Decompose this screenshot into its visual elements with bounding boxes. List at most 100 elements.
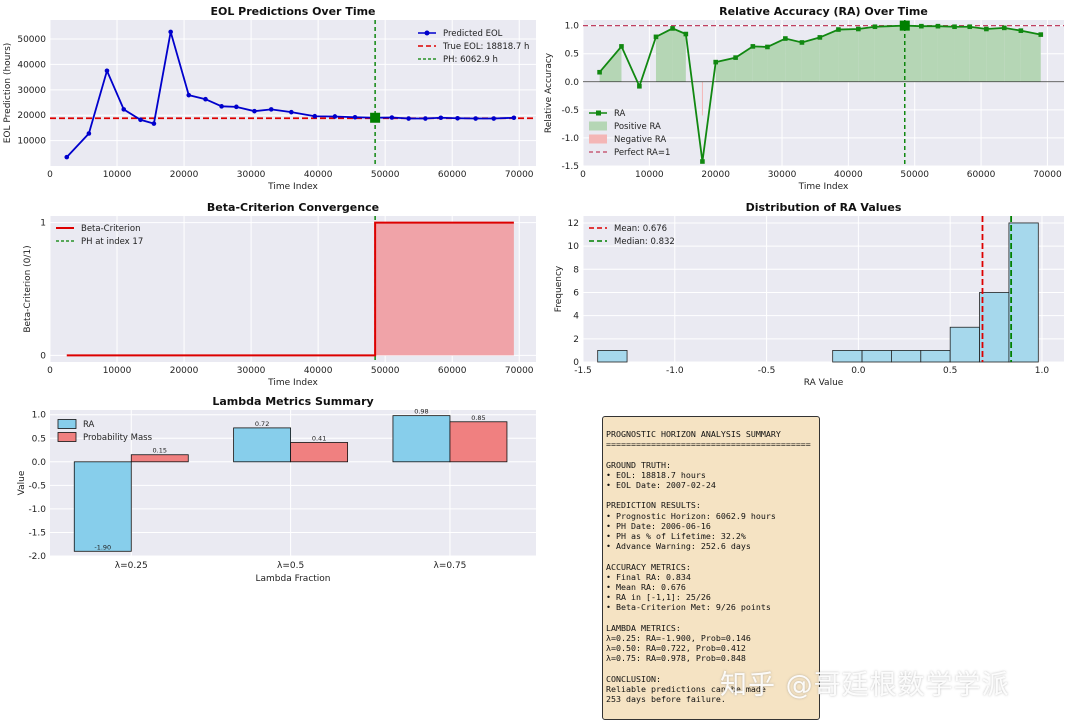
- lambda-legend-swatch: [57, 432, 77, 442]
- chart-hist: -1.5 -1.0 -0.5 0.0 0.5 1.0 0 2 4 6 8 10 12 Distributi…: [554, 201, 1064, 388]
- ra-point: [872, 24, 878, 30]
- eol-y-tick-label: 10000: [17, 137, 46, 147]
- eol-point: [86, 131, 92, 136]
- eol-point: [511, 115, 517, 121]
- hist-legend-label: Mean: 0.676: [614, 224, 667, 234]
- hist-ylabel: Frequency: [554, 265, 564, 312]
- ra-point: [733, 55, 738, 60]
- eol-point: [151, 121, 157, 126]
- lambda-xlabel: Lambda Fraction: [255, 574, 330, 584]
- lambda-bar-value-label: 0.98: [414, 408, 428, 416]
- ra-point: [1038, 32, 1044, 37]
- lambda-bar-ra: [233, 427, 292, 463]
- beta-title: Beta-Criterion Convergence: [207, 201, 379, 214]
- beta-x-tick-label: 60000: [438, 366, 467, 376]
- eol-point: [252, 108, 257, 114]
- beta-y-tick-label: 1: [40, 219, 46, 229]
- eol-x-tick-label: 0: [47, 170, 53, 180]
- ra-point: [967, 24, 973, 30]
- eol-y-tick-label: 40000: [17, 60, 46, 70]
- hist-y-tick-label: 0: [573, 358, 579, 368]
- lambda-legend: RA Probability Mass: [57, 419, 153, 443]
- eol-point: [268, 107, 274, 112]
- histogram-bar: [920, 350, 951, 363]
- lambda-bar-value-label: 0.41: [312, 434, 326, 442]
- ra-point: [817, 35, 823, 40]
- positive-ra-fill: [715, 57, 736, 82]
- chart-beta: 0 10000 20000 30000 40000 50000 60000 70000 0 1 Be…: [23, 201, 536, 388]
- ra-x-tick-label: 0: [580, 170, 586, 180]
- positive-ra-fill: [785, 38, 802, 82]
- histogram-bar: [832, 350, 863, 363]
- beta-x-tick-label: 20000: [170, 366, 199, 376]
- eol-x-tick-label: 10000: [103, 170, 132, 180]
- hist-x-tick-label: 1.0: [1035, 366, 1050, 376]
- histogram-bar: [1008, 222, 1039, 363]
- hist-legend: Mean: 0.676 Median: 0.832: [589, 224, 675, 247]
- eol-point: [406, 116, 411, 121]
- ra-legend-label: Positive RA: [614, 122, 661, 132]
- beta-legend: Beta-Criterion PH at index 17: [56, 224, 143, 247]
- positive-ra-fill: [921, 26, 938, 82]
- ra-legend-marker: [596, 110, 601, 116]
- ra-y-tick-label: -1.0: [561, 134, 579, 144]
- hist-y-tick-label: 8: [573, 265, 579, 275]
- eol-point: [219, 104, 224, 109]
- hist-x-tick-label: 0.0: [851, 366, 866, 376]
- positive-ra-fill: [1020, 30, 1041, 82]
- eol-legend-label: PH: 6062.9 h: [443, 55, 498, 65]
- lambda-bar-probability-mass: [290, 442, 349, 463]
- eol-legend: Predicted EOL True EOL: 18818.7 h PH: 6062…: [418, 29, 529, 65]
- positive-ra-fill: [858, 26, 875, 82]
- ra-point: [683, 31, 689, 37]
- lambda-bar-probability-mass: [449, 421, 508, 463]
- histogram-bar: [891, 350, 922, 363]
- ra-point: [597, 69, 602, 75]
- eol-x-tick-label: 40000: [304, 170, 333, 180]
- eol-point: [455, 115, 460, 121]
- ra-point: [799, 40, 805, 45]
- histogram-bar: [949, 326, 980, 363]
- eol-y-tick-label: 30000: [17, 86, 46, 96]
- lambda-y-tick-label: -1.5: [28, 528, 46, 538]
- eol-point: [352, 114, 358, 120]
- eol-point: [332, 114, 338, 119]
- lambda-bar-probability-mass: [130, 454, 189, 463]
- positive-ra-fill: [599, 46, 622, 82]
- lambda-legend-swatch: [57, 419, 77, 429]
- lambda-legend-label: RA: [83, 420, 95, 430]
- eol-point: [289, 109, 294, 115]
- lambda-y-tick-label: 0.5: [32, 434, 46, 444]
- positive-ra-fill: [767, 38, 786, 82]
- eol-xlabel: Time Index: [267, 182, 318, 192]
- eol-legend-marker: [424, 30, 430, 36]
- hist-x-tick-label: -0.5: [758, 366, 776, 376]
- hist-legend-label: Median: 0.832: [614, 237, 675, 247]
- chart-ra: 0 10000 20000 30000 40000 50000 60000 70000 -1.5…: [544, 5, 1064, 192]
- ra-point: [653, 34, 659, 40]
- hist-xlabel: RA Value: [804, 378, 844, 388]
- beta-met-fill: [375, 222, 514, 356]
- lambda-bar-value-label: 0.72: [255, 420, 269, 428]
- ra-point: [935, 23, 941, 29]
- lambda-ylabel: Value: [17, 470, 27, 495]
- eol-legend-label: True EOL: 18818.7 h: [442, 42, 529, 52]
- eol-point: [491, 116, 497, 121]
- eol-point: [186, 92, 192, 98]
- eol-point: [234, 104, 239, 110]
- ra-y-tick-label: -0.5: [561, 106, 579, 116]
- hist-x-tick-label: 0.5: [943, 366, 957, 376]
- eol-y-tick-label: 50000: [17, 35, 46, 45]
- lambda-x-tick-label: λ=0.25: [115, 561, 148, 571]
- hist-y-tick-label: 4: [573, 312, 579, 322]
- ra-point: [637, 83, 642, 89]
- ph-marker: [370, 112, 381, 123]
- summary-text-box: PROGNOSTIC HORIZON ANALYSIS SUMMARY ====…: [602, 416, 820, 720]
- beta-x-tick-label: 50000: [371, 366, 400, 376]
- ra-legend-label: RA: [614, 109, 626, 119]
- ra-y-tick-label: -1.5: [561, 162, 579, 172]
- watermark: 知乎 @哥廷根数学学派: [720, 670, 1010, 701]
- ph-marker: [899, 20, 910, 31]
- ra-x-tick-label: 40000: [834, 170, 863, 180]
